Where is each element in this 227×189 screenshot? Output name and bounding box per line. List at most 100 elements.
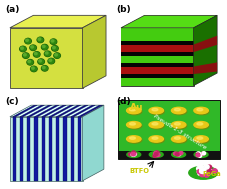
Ellipse shape: [130, 123, 136, 125]
Circle shape: [155, 151, 159, 154]
Circle shape: [202, 152, 206, 155]
Ellipse shape: [149, 136, 163, 142]
Circle shape: [54, 53, 60, 58]
Polygon shape: [83, 15, 106, 88]
Polygon shape: [20, 105, 44, 117]
Ellipse shape: [174, 108, 180, 111]
Circle shape: [31, 67, 37, 71]
Polygon shape: [71, 117, 74, 181]
Circle shape: [132, 153, 136, 156]
Text: (b): (b): [117, 5, 131, 14]
Polygon shape: [42, 117, 45, 181]
Polygon shape: [20, 117, 23, 181]
Circle shape: [132, 153, 136, 156]
Ellipse shape: [149, 122, 163, 128]
Circle shape: [52, 46, 57, 50]
Circle shape: [201, 169, 206, 173]
Text: (c): (c): [6, 97, 19, 106]
Polygon shape: [121, 77, 194, 86]
Ellipse shape: [152, 123, 158, 125]
Bar: [118, 100, 220, 159]
Ellipse shape: [171, 122, 186, 128]
Polygon shape: [194, 15, 217, 86]
Ellipse shape: [195, 123, 209, 129]
Circle shape: [199, 170, 204, 175]
Circle shape: [175, 153, 179, 156]
Ellipse shape: [194, 122, 208, 128]
Circle shape: [176, 153, 180, 156]
Circle shape: [39, 60, 44, 64]
Circle shape: [197, 167, 202, 171]
Circle shape: [53, 46, 55, 49]
Circle shape: [38, 38, 41, 40]
Ellipse shape: [127, 137, 142, 143]
Ellipse shape: [130, 137, 136, 139]
Ellipse shape: [127, 122, 141, 128]
Circle shape: [177, 153, 181, 156]
Ellipse shape: [152, 108, 158, 111]
Ellipse shape: [174, 123, 180, 125]
Circle shape: [201, 171, 206, 175]
Circle shape: [201, 152, 205, 155]
Ellipse shape: [150, 123, 164, 129]
Circle shape: [51, 40, 56, 44]
Polygon shape: [42, 105, 66, 117]
Circle shape: [175, 153, 179, 156]
Circle shape: [51, 40, 54, 42]
Circle shape: [42, 66, 45, 69]
Ellipse shape: [195, 137, 209, 143]
Polygon shape: [121, 28, 194, 41]
Polygon shape: [10, 28, 83, 88]
Circle shape: [177, 153, 180, 156]
Circle shape: [198, 171, 203, 175]
Ellipse shape: [194, 107, 208, 114]
Circle shape: [50, 39, 57, 44]
Circle shape: [25, 38, 31, 44]
Circle shape: [156, 153, 160, 156]
Bar: [118, 151, 220, 159]
Ellipse shape: [172, 108, 187, 115]
Polygon shape: [194, 62, 217, 74]
Circle shape: [49, 59, 54, 63]
Ellipse shape: [197, 137, 203, 139]
Polygon shape: [78, 117, 81, 181]
Circle shape: [37, 37, 44, 43]
Circle shape: [42, 66, 48, 71]
Polygon shape: [27, 105, 52, 117]
Circle shape: [55, 54, 57, 56]
Circle shape: [197, 170, 202, 174]
Circle shape: [153, 154, 157, 157]
Circle shape: [131, 153, 135, 156]
Polygon shape: [121, 28, 194, 86]
Ellipse shape: [149, 107, 163, 114]
Circle shape: [200, 169, 205, 174]
Circle shape: [30, 46, 36, 50]
Polygon shape: [121, 74, 194, 77]
Polygon shape: [121, 41, 194, 45]
Circle shape: [30, 45, 36, 50]
Polygon shape: [121, 52, 194, 56]
Circle shape: [200, 168, 205, 172]
Circle shape: [31, 66, 37, 72]
Ellipse shape: [195, 108, 209, 115]
Polygon shape: [121, 15, 217, 28]
Ellipse shape: [171, 107, 186, 114]
Circle shape: [23, 53, 29, 58]
Polygon shape: [78, 105, 103, 117]
Ellipse shape: [127, 152, 141, 157]
Polygon shape: [34, 105, 59, 117]
Circle shape: [35, 52, 37, 55]
Circle shape: [38, 38, 43, 42]
Circle shape: [48, 58, 54, 64]
Circle shape: [197, 152, 200, 155]
Ellipse shape: [172, 137, 187, 143]
Circle shape: [23, 53, 28, 58]
Ellipse shape: [197, 108, 203, 111]
Polygon shape: [56, 117, 59, 181]
Circle shape: [200, 172, 205, 177]
Ellipse shape: [127, 107, 141, 114]
Circle shape: [20, 47, 26, 51]
Polygon shape: [10, 105, 104, 117]
Circle shape: [49, 59, 52, 61]
Circle shape: [133, 153, 137, 156]
